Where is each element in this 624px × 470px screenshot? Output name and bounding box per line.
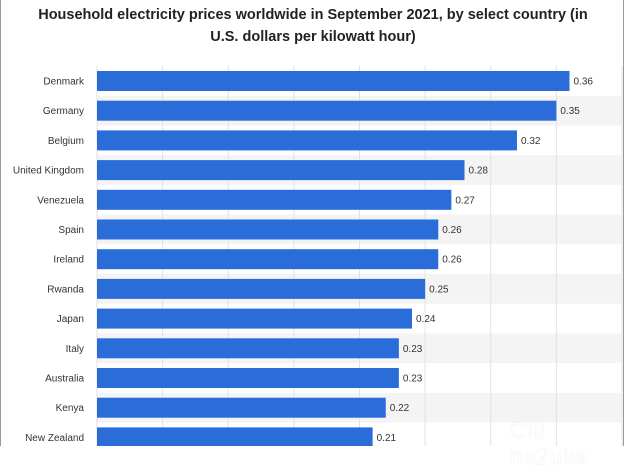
bar[interactable] bbox=[97, 397, 386, 418]
category-label: Spain bbox=[58, 225, 84, 236]
bar[interactable] bbox=[97, 427, 373, 446]
value-label: 0.22 bbox=[390, 403, 410, 414]
category-label: United Kingdom bbox=[13, 166, 84, 177]
bar[interactable] bbox=[97, 100, 557, 121]
value-label: 0.26 bbox=[442, 225, 462, 236]
bar[interactable] bbox=[97, 308, 412, 329]
category-label: Rwanda bbox=[47, 284, 84, 295]
category-label: Japan bbox=[57, 314, 84, 325]
value-label: 0.35 bbox=[560, 106, 580, 117]
category-labels: Denmark Germany Belgium United Kingdom Venez… bbox=[13, 77, 85, 444]
bar[interactable] bbox=[97, 160, 465, 181]
bar[interactable] bbox=[97, 189, 452, 210]
bar[interactable] bbox=[97, 278, 426, 299]
bar[interactable] bbox=[97, 130, 517, 151]
category-label: Belgium bbox=[48, 136, 84, 147]
category-label: Germany bbox=[43, 106, 84, 117]
bar[interactable] bbox=[97, 338, 399, 359]
value-label: 0.36 bbox=[574, 77, 594, 88]
bar[interactable] bbox=[97, 219, 439, 240]
value-label: 0.32 bbox=[521, 136, 541, 147]
category-label: Australia bbox=[45, 374, 84, 385]
value-label: 0.24 bbox=[416, 314, 436, 325]
category-label: Ireland bbox=[53, 255, 84, 266]
value-label: 0.28 bbox=[469, 166, 489, 177]
category-label: Venezuela bbox=[37, 195, 84, 206]
category-label: Italy bbox=[66, 344, 84, 355]
value-label: 0.23 bbox=[403, 344, 423, 355]
bar[interactable] bbox=[97, 368, 399, 388]
category-label: New Zealand bbox=[25, 433, 84, 444]
bar-chart: Denmark Germany Belgium United Kingdom Venez… bbox=[13, 66, 623, 446]
value-label: 0.23 bbox=[403, 374, 423, 385]
bar[interactable] bbox=[97, 249, 439, 270]
category-label: Kenya bbox=[56, 403, 85, 414]
value-labels: 0.36 0.35 0.32 0.28 0.27 0.26 0.26 0.25 0.24 0.23… bbox=[377, 77, 594, 444]
watermark: Chi na2uka bbox=[510, 418, 589, 469]
value-label: 0.21 bbox=[377, 433, 397, 444]
value-label: 0.27 bbox=[455, 195, 475, 206]
bars bbox=[97, 71, 570, 446]
value-label: 0.25 bbox=[429, 284, 449, 295]
chart-title: Household electricity prices worldwide i… bbox=[38, 7, 588, 45]
value-label: 0.26 bbox=[442, 255, 462, 266]
bar[interactable] bbox=[97, 71, 570, 91]
category-label: Denmark bbox=[43, 77, 85, 88]
